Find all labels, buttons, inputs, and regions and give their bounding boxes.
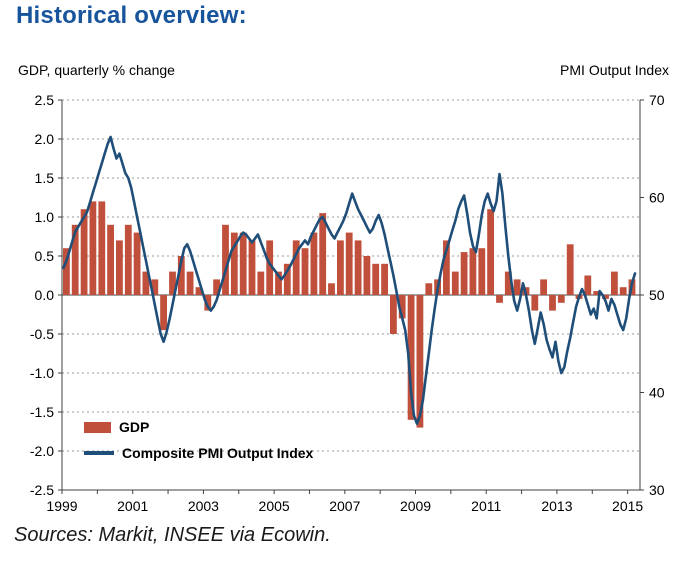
svg-text:0.5: 0.5: [35, 248, 55, 264]
source-note: Sources: Markit, INSEE via Ecowin.: [14, 524, 331, 546]
svg-text:2009: 2009: [400, 498, 431, 514]
svg-text:0.0: 0.0: [35, 287, 55, 303]
svg-text:50: 50: [649, 287, 665, 303]
svg-text:70: 70: [649, 92, 665, 108]
svg-text:-2.5: -2.5: [30, 482, 54, 498]
pmi-legend-label: Composite PMI Output Index: [122, 445, 314, 461]
svg-text:-0.5: -0.5: [30, 326, 54, 342]
chart-legend: GDP Composite PMI Output Index: [84, 414, 313, 466]
svg-text:-1.0: -1.0: [30, 365, 54, 381]
svg-text:2005: 2005: [259, 498, 290, 514]
svg-text:30: 30: [649, 482, 665, 498]
svg-text:2013: 2013: [541, 498, 572, 514]
svg-text:-2.0: -2.0: [30, 443, 54, 459]
gdp-legend-label: GDP: [119, 419, 150, 435]
page-title: Historical overview:: [16, 2, 247, 29]
svg-text:2.0: 2.0: [35, 131, 55, 147]
svg-text:1.5: 1.5: [35, 170, 55, 186]
svg-text:40: 40: [649, 385, 665, 401]
pmi-legend-swatch: [84, 451, 114, 455]
svg-text:2011: 2011: [471, 498, 501, 514]
svg-text:2.5: 2.5: [35, 92, 55, 108]
svg-text:2001: 2001: [117, 498, 148, 514]
svg-text:2003: 2003: [188, 498, 219, 514]
svg-text:2015: 2015: [612, 498, 643, 514]
svg-text:1.0: 1.0: [35, 209, 55, 225]
left-axis-title: GDP, quarterly % change: [18, 62, 175, 78]
svg-text:2007: 2007: [329, 498, 360, 514]
chart-canvas: 2.5 2.0 1.5 1.0 0.5 0.0 -0.5 -1.0 -1.5 -2.0 -2.5 70…: [30, 92, 665, 514]
right-axis-title: PMI Output Index: [560, 62, 669, 78]
svg-text:1999: 1999: [46, 498, 77, 514]
svg-text:60: 60: [649, 190, 665, 206]
gdp-legend-swatch: [84, 421, 111, 433]
legend-item-gdp: GDP: [84, 414, 313, 440]
legend-item-pmi: Composite PMI Output Index: [84, 440, 313, 466]
svg-text:-1.5: -1.5: [30, 404, 54, 420]
